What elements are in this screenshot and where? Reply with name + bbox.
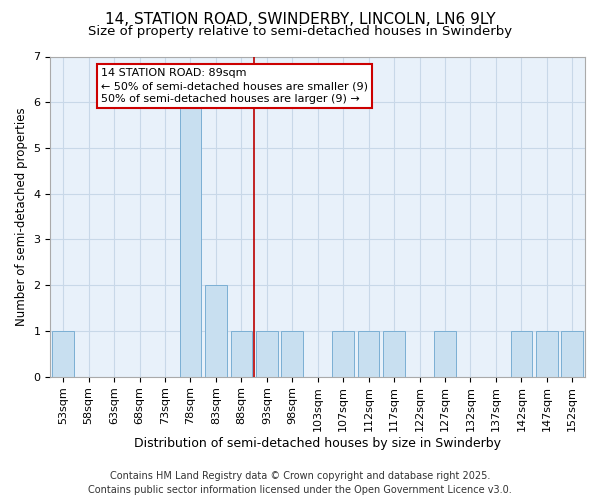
Bar	[383, 331, 405, 376]
Bar	[332, 331, 354, 376]
Bar	[562, 331, 583, 376]
Bar	[511, 331, 532, 376]
Text: Contains HM Land Registry data © Crown copyright and database right 2025.
Contai: Contains HM Land Registry data © Crown c…	[88, 471, 512, 495]
Bar	[281, 331, 303, 376]
Text: Size of property relative to semi-detached houses in Swinderby: Size of property relative to semi-detach…	[88, 25, 512, 38]
Bar	[205, 285, 227, 376]
Bar	[434, 331, 456, 376]
Y-axis label: Number of semi-detached properties: Number of semi-detached properties	[15, 108, 28, 326]
Bar	[358, 331, 379, 376]
Text: 14, STATION ROAD, SWINDERBY, LINCOLN, LN6 9LY: 14, STATION ROAD, SWINDERBY, LINCOLN, LN…	[104, 12, 496, 28]
Text: 14 STATION ROAD: 89sqm
← 50% of semi-detached houses are smaller (9)
50% of semi: 14 STATION ROAD: 89sqm ← 50% of semi-det…	[101, 68, 368, 104]
X-axis label: Distribution of semi-detached houses by size in Swinderby: Distribution of semi-detached houses by …	[134, 437, 501, 450]
Bar	[536, 331, 557, 376]
Bar	[52, 331, 74, 376]
Bar	[230, 331, 252, 376]
Bar	[179, 102, 201, 376]
Bar	[256, 331, 278, 376]
